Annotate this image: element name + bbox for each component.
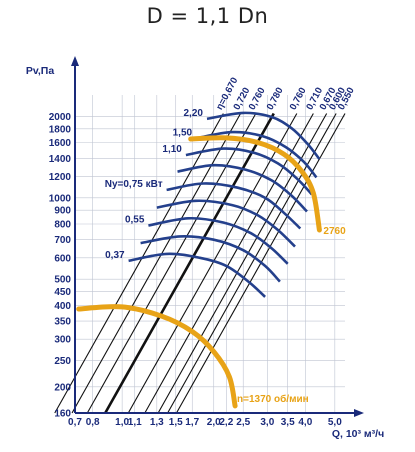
x-tick-label: 0,8 xyxy=(86,417,100,428)
y-tick-label: 160 xyxy=(54,409,71,420)
x-tick-label: 2,0 xyxy=(207,417,221,428)
y-tick-label: 250 xyxy=(54,356,71,367)
power-curve xyxy=(156,199,296,248)
x-tick-label: 1,7 xyxy=(185,417,199,428)
power-label: 0,37 xyxy=(105,250,125,261)
y-tick-label: 600 xyxy=(54,253,71,264)
y-tick-label: 400 xyxy=(54,301,71,312)
speed-curve xyxy=(76,304,238,409)
x-tick-label: 1,1 xyxy=(128,417,142,428)
power-curve xyxy=(128,252,266,298)
y-axis-arrow xyxy=(71,56,79,66)
y-tick-label: 200 xyxy=(54,382,71,393)
power-curve xyxy=(177,163,308,213)
power-curve xyxy=(195,130,318,179)
power-label: 0,55 xyxy=(125,214,145,225)
efficiency-line xyxy=(86,113,257,414)
y-tick-label: 800 xyxy=(54,220,71,231)
y-tick-label: 350 xyxy=(54,317,71,328)
rpm-annotation: 2760 xyxy=(323,226,346,237)
power-label: 1,50 xyxy=(173,127,193,138)
x-axis-arrow xyxy=(354,409,364,417)
y-tick-label: 1000 xyxy=(49,193,72,204)
efficiency-line xyxy=(157,113,328,414)
speed-curve xyxy=(188,135,322,233)
efficiency-label: 0,780 xyxy=(265,86,286,112)
power-label: 2,20 xyxy=(183,108,203,119)
x-axis-label: Q, 10³ м³/ч xyxy=(332,428,384,440)
y-tick-label: 1800 xyxy=(49,124,72,135)
efficiency-line xyxy=(54,113,224,414)
y-tick-label: 450 xyxy=(54,287,71,298)
power-curve xyxy=(148,216,289,265)
speed-curves xyxy=(76,135,322,409)
power-curve xyxy=(206,111,321,160)
chart-title: D = 1,1 Dn xyxy=(146,4,269,28)
y-axis-label: Pv,Па xyxy=(26,65,55,77)
power-label: 1,10 xyxy=(162,144,182,155)
power-curve xyxy=(185,147,313,196)
x-tick-label: 1,0 xyxy=(115,417,129,428)
power-curve xyxy=(140,234,281,283)
efficiency-line xyxy=(71,113,242,414)
y-tick-label: 1600 xyxy=(49,138,72,149)
y-tick-label: 1200 xyxy=(49,172,72,183)
efficiency-line xyxy=(144,113,314,414)
x-tick-label: 3,0 xyxy=(260,417,274,428)
y-tick-label: 2000 xyxy=(49,112,72,123)
x-tick-label: 2,2 xyxy=(219,417,233,428)
axes xyxy=(71,56,364,417)
x-tick-label: 3,5 xyxy=(281,417,295,428)
efficiency-line xyxy=(104,112,275,414)
efficiency-line xyxy=(127,113,298,414)
rpm-annotation: n=1370 об/мин xyxy=(237,393,309,405)
efficiency-lines xyxy=(54,112,346,414)
y-tick-label: 700 xyxy=(54,235,71,246)
x-tick-label: 5,0 xyxy=(328,417,342,428)
x-tick-label: 1,5 xyxy=(169,417,183,428)
power-curve xyxy=(166,182,302,230)
y-tick-label: 1400 xyxy=(49,154,72,165)
x-tick-label: 0,7 xyxy=(68,417,82,428)
x-tick-label: 2,5 xyxy=(236,417,250,428)
y-tick-label: 500 xyxy=(54,275,71,286)
power-curves xyxy=(128,111,321,298)
x-tick-label: 4,0 xyxy=(298,417,312,428)
y-tick-label: 300 xyxy=(54,335,71,346)
y-tick-label: 900 xyxy=(54,206,71,217)
power-label: Ny=0,75 кВт xyxy=(105,179,163,190)
efficiency-line xyxy=(167,113,337,414)
x-tick-label: 1,3 xyxy=(150,417,164,428)
